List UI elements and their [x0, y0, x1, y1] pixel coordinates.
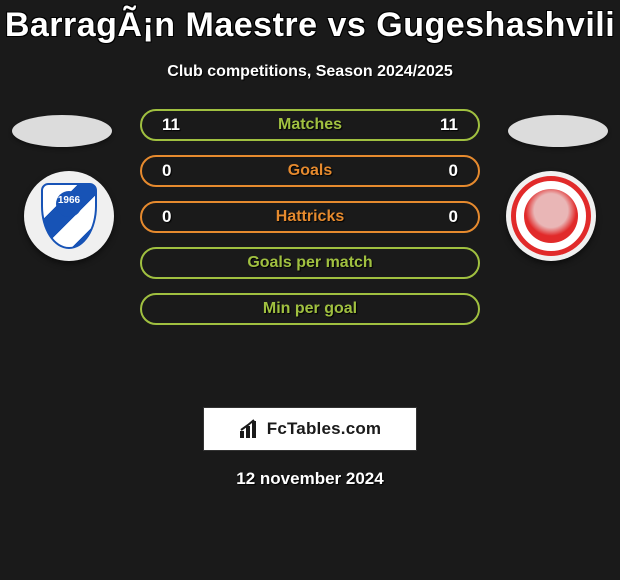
- player-head-right: [508, 115, 608, 147]
- stat-right-value: 0: [449, 207, 458, 227]
- comparison-card: BarragÃ¡n Maestre vs Gugeshashvili Club …: [0, 0, 620, 489]
- stat-row-mpg: Min per goal: [140, 293, 480, 325]
- fctables-logo[interactable]: FcTables.com: [203, 407, 417, 451]
- footer: FcTables.com 12 november 2024: [0, 407, 620, 489]
- stat-left-value: 11: [162, 115, 180, 135]
- page-title: BarragÃ¡n Maestre vs Gugeshashvili: [0, 6, 620, 45]
- comparison-body: 1966 Π.Α.Ε. 11 Matches 11 0 Goals 0 0 Ha…: [0, 109, 620, 399]
- club-text-left: Π.Α.Ε.: [60, 235, 78, 241]
- stat-row-gpm: Goals per match: [140, 247, 480, 279]
- stat-right-value: 0: [449, 161, 458, 181]
- stat-row-hattricks: 0 Hattricks 0: [140, 201, 480, 233]
- club-shield-right-icon: [511, 176, 591, 256]
- stat-right-value: 11: [440, 115, 458, 135]
- stat-label: Goals per match: [247, 254, 372, 272]
- club-badge-left: 1966 Π.Α.Ε.: [24, 171, 114, 261]
- subtitle: Club competitions, Season 2024/2025: [0, 63, 620, 81]
- club-badge-right: [506, 171, 596, 261]
- stat-row-matches: 11 Matches 11: [140, 109, 480, 141]
- stat-left-value: 0: [162, 161, 171, 181]
- club-shield-left-icon: 1966 Π.Α.Ε.: [41, 183, 97, 249]
- stat-row-goals: 0 Goals 0: [140, 155, 480, 187]
- club-shield-right-inner: [524, 189, 578, 243]
- stat-left-value: 0: [162, 207, 171, 227]
- stat-label: Min per goal: [263, 300, 357, 318]
- stat-label: Goals: [288, 162, 332, 180]
- fctables-logo-text: FcTables.com: [267, 419, 382, 439]
- date-text: 12 november 2024: [0, 469, 620, 489]
- bars-icon: [239, 419, 261, 439]
- stat-label: Matches: [278, 116, 342, 134]
- player-head-left: [12, 115, 112, 147]
- stat-label: Hattricks: [276, 208, 344, 226]
- stats-column: 11 Matches 11 0 Goals 0 0 Hattricks 0 Go…: [140, 109, 480, 325]
- club-year-left: 1966: [58, 195, 80, 206]
